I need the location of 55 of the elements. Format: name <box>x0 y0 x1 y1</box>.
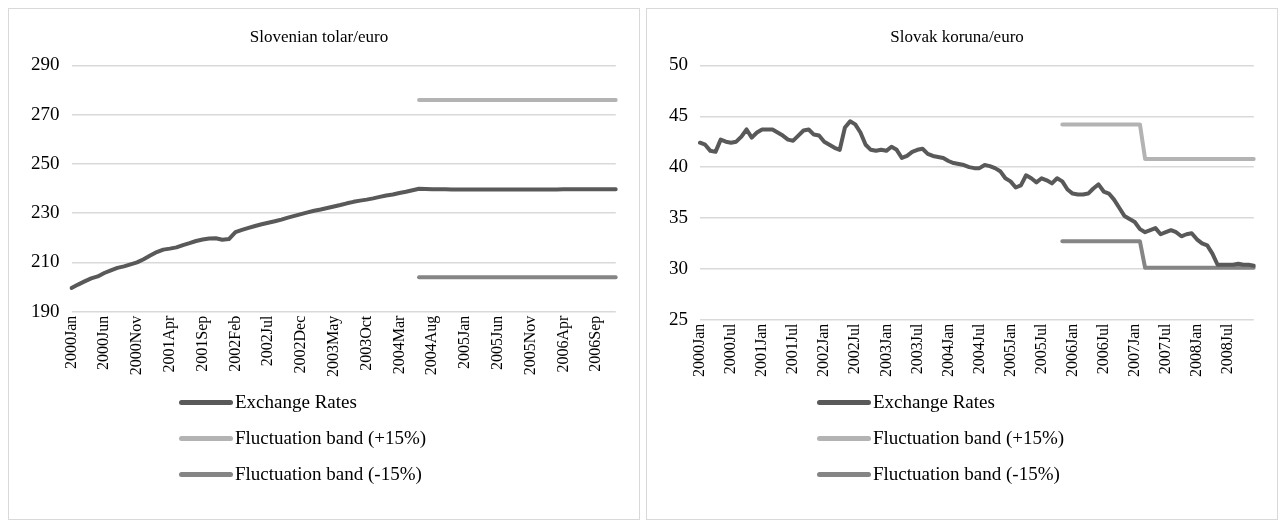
legend-label: Exchange Rates <box>873 391 995 413</box>
x-tick-label: 2003Jul <box>907 323 925 375</box>
x-tick-label: 2000Jun <box>94 315 112 370</box>
x-tick-label: 2003Oct <box>356 315 374 371</box>
x-tick-label: 2001Apr <box>160 315 179 373</box>
x-tick-label: 2006Jul <box>1093 323 1111 375</box>
x-tick-label: 2001Jan <box>752 323 770 377</box>
x-tick-label: 2004Jan <box>938 323 956 377</box>
x-tick-label: 2002Dec <box>291 315 309 374</box>
y-tick-label: 250 <box>31 151 60 173</box>
x-tick-label: 2006Jan <box>1062 323 1080 377</box>
chart-title: Slovenian tolar/euro <box>249 26 389 46</box>
x-tick-label: 2004Jul <box>969 323 987 375</box>
x-tick-label: 2007Jul <box>1156 323 1174 375</box>
y-tick-label: 230 <box>31 201 60 223</box>
y-tick-label: 45 <box>669 104 688 126</box>
x-tick-label: 2004Aug <box>422 315 441 376</box>
x-tick-label: 2005Nov <box>520 315 538 376</box>
x-tick-label: 2006Sep <box>586 315 605 372</box>
y-tick-label: 190 <box>31 299 60 321</box>
y-tick-label: 50 <box>669 53 688 75</box>
x-tick-label: 2000Jul <box>721 323 739 375</box>
x-tick-label: 2002Jul <box>258 315 276 367</box>
y-tick-label: 270 <box>31 102 60 124</box>
x-tick-label: 2005Jan <box>455 315 473 369</box>
x-tick-label: 2005Jan <box>1000 323 1018 377</box>
x-tick-label: 2000Jan <box>690 323 708 377</box>
y-tick-label: 290 <box>31 53 60 75</box>
x-tick-label: 2000Jan <box>61 315 79 369</box>
x-tick-label: 2005Jul <box>1031 323 1049 375</box>
y-tick-label: 210 <box>31 250 60 272</box>
legend-label: Fluctuation band (-15%) <box>235 463 422 485</box>
x-tick-label: 2002Feb <box>225 315 243 372</box>
legend-label: Fluctuation band (+15%) <box>873 427 1065 449</box>
y-tick-label: 25 <box>669 307 688 329</box>
y-tick-label: 35 <box>669 205 688 227</box>
legend-label: Fluctuation band (+15%) <box>235 427 427 449</box>
x-tick-label: 2003Jan <box>876 323 894 377</box>
x-tick-label: 2003May <box>324 315 343 377</box>
legend-label: Fluctuation band (-15%) <box>873 463 1060 485</box>
x-tick-label: 2006Apr <box>553 315 572 373</box>
x-tick-label: 2001Sep <box>192 315 211 372</box>
legend-label: Exchange Rates <box>235 391 357 413</box>
x-tick-label: 2001Jul <box>783 323 801 375</box>
y-tick-label: 40 <box>669 155 688 177</box>
chart-title: Slovak koruna/euro <box>890 26 1024 46</box>
x-tick-label: 2002Jan <box>814 323 832 377</box>
y-tick-label: 30 <box>669 256 688 278</box>
x-tick-label: 2004Mar <box>389 315 407 375</box>
x-tick-label: 2008Jul <box>1218 323 1236 375</box>
x-tick-label: 2007Jan <box>1124 323 1142 377</box>
x-tick-label: 2008Jan <box>1187 323 1205 377</box>
x-tick-label: 2005Jun <box>487 315 505 370</box>
x-tick-label: 2000Nov <box>127 315 145 376</box>
x-tick-label: 2002Jul <box>845 323 863 375</box>
